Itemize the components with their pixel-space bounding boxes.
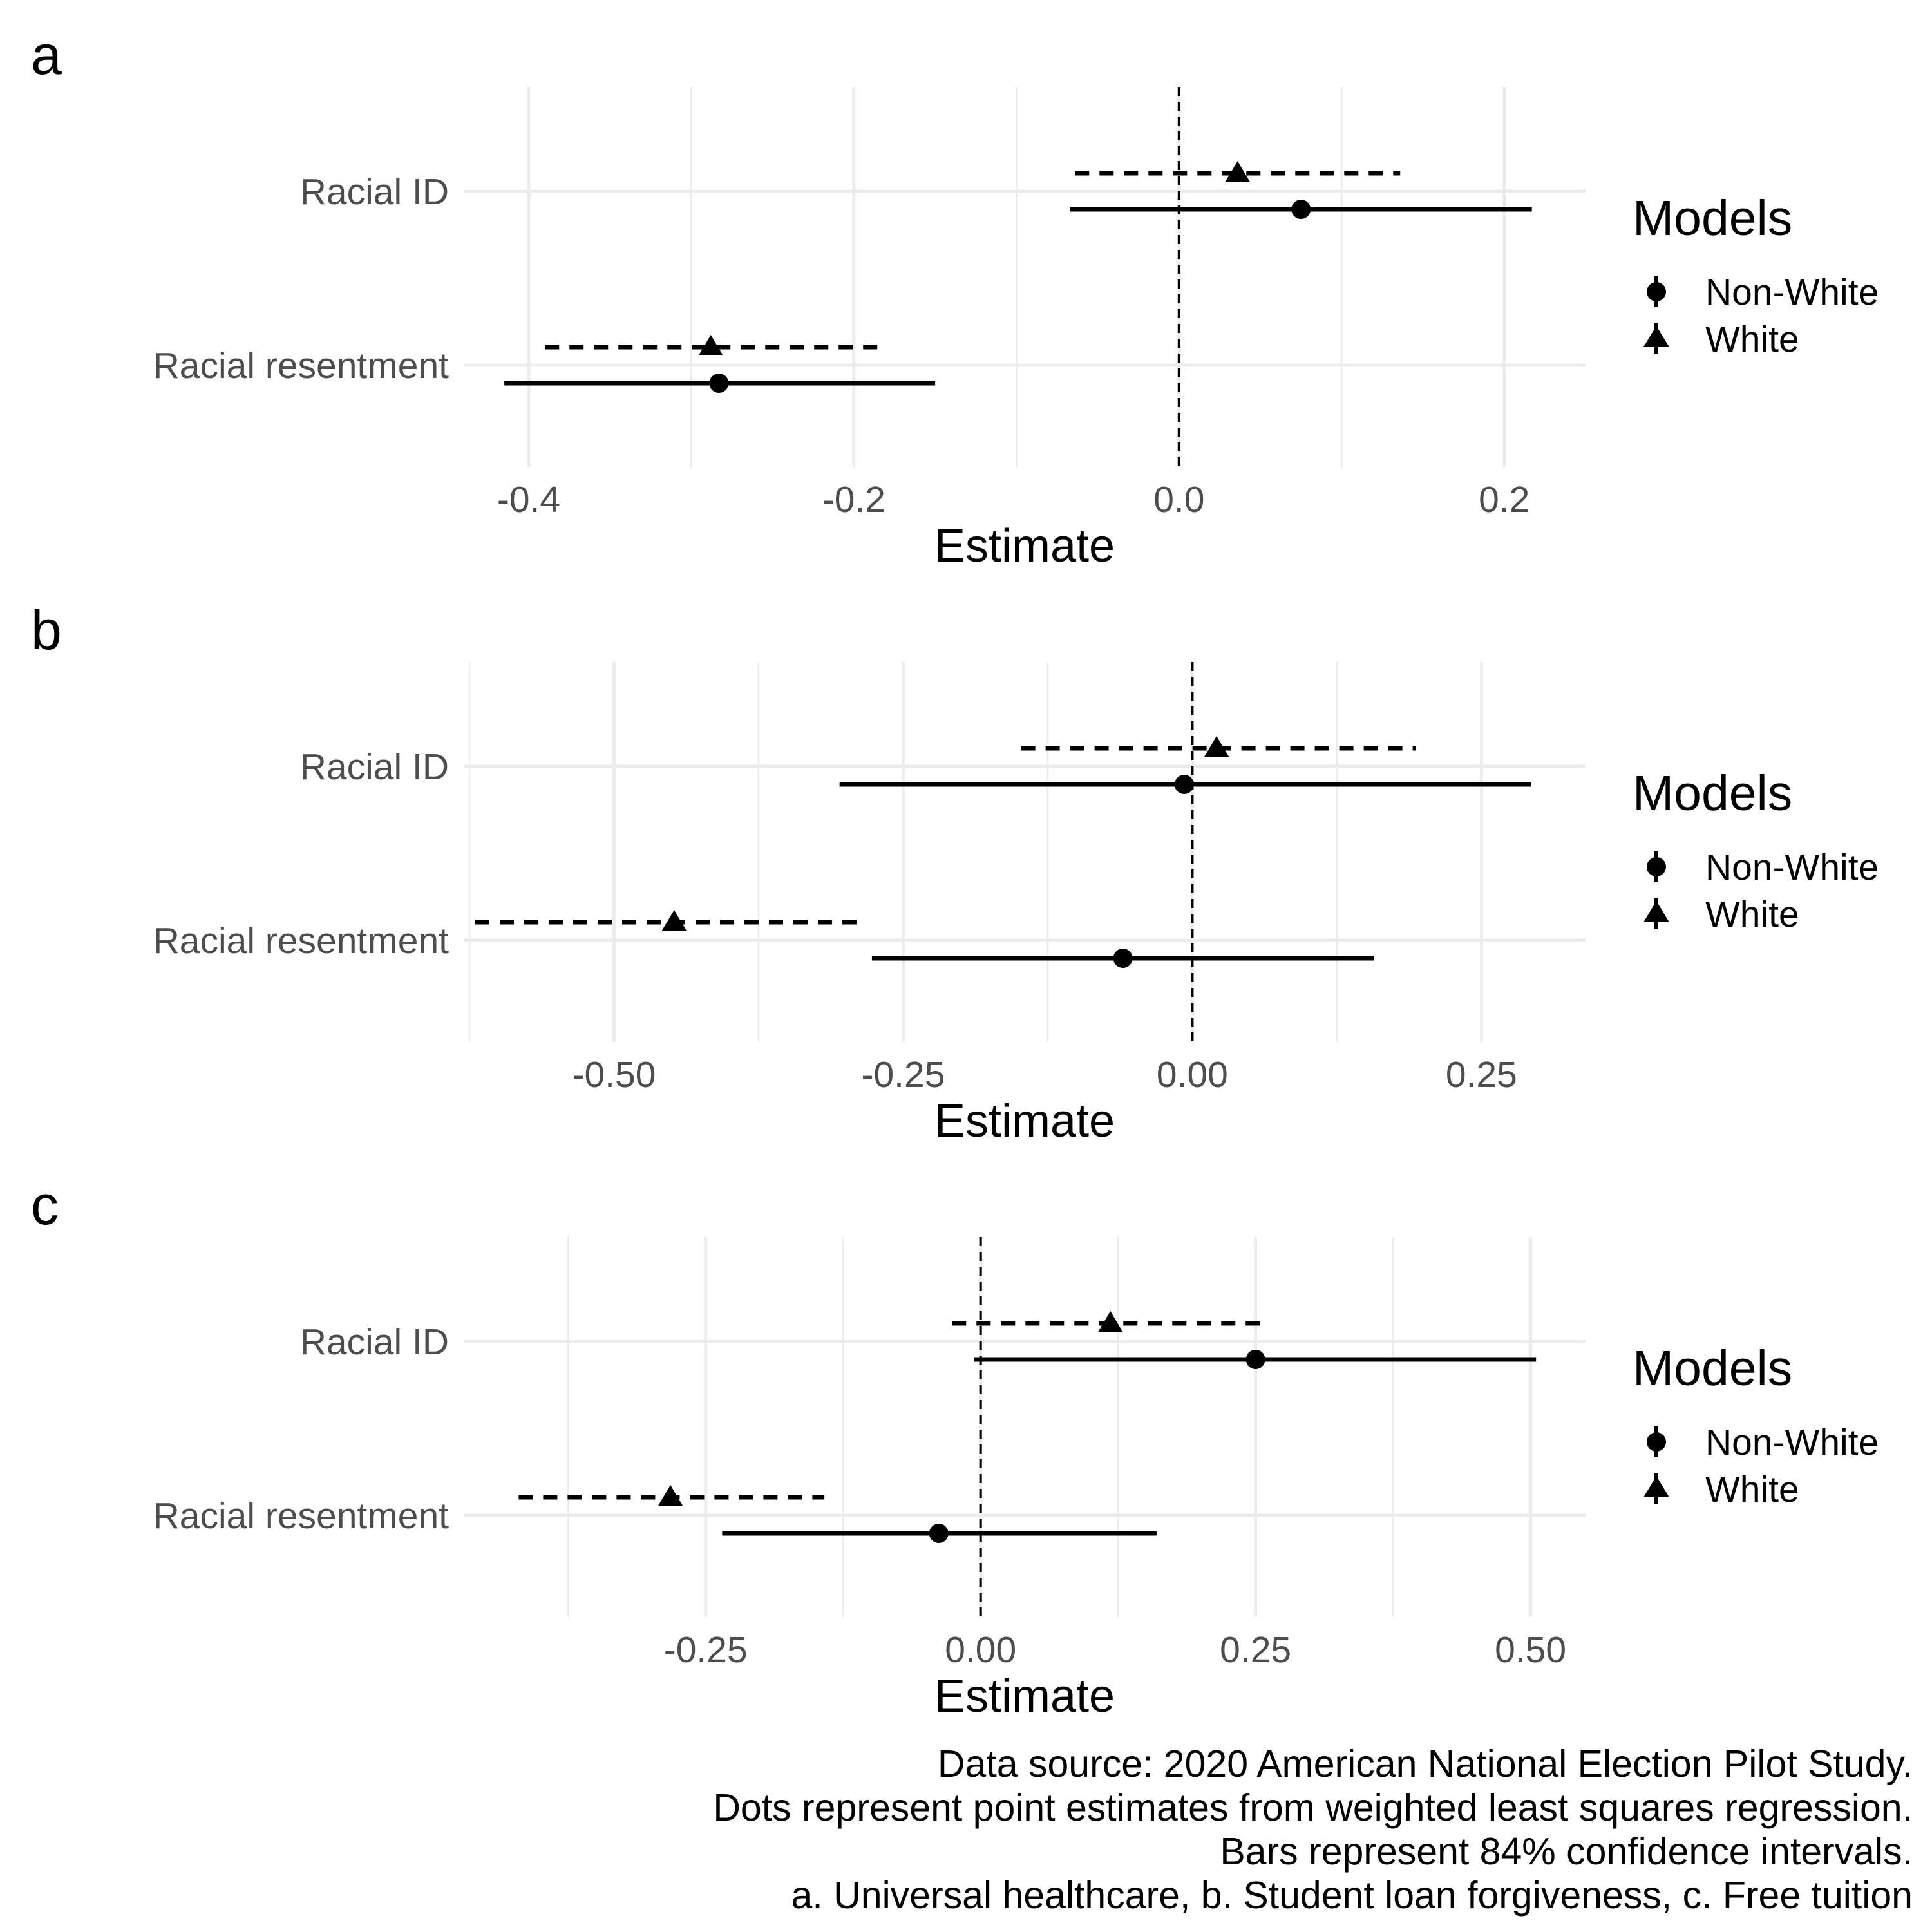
point-estimate-non-white bbox=[1113, 949, 1133, 968]
legend-label-white: White bbox=[1705, 894, 1799, 935]
x-tick-label: 0.00 bbox=[945, 1629, 1016, 1671]
panel-a: a Racial ID Racial resentment -0.4 -0.2 0.0 0.… bbox=[31, 24, 1879, 572]
legend-label-non-white: Non-White bbox=[1705, 847, 1879, 888]
y-tick-label: Racial ID bbox=[300, 746, 449, 788]
x-tick-label: -0.25 bbox=[861, 1054, 945, 1095]
y-tick-label: Racial ID bbox=[300, 1321, 449, 1363]
legend-key-non-white bbox=[1647, 1432, 1666, 1452]
legend-key-non-white bbox=[1647, 857, 1666, 876]
x-axis-title: Estimate bbox=[934, 1095, 1115, 1147]
legend-key-non-white bbox=[1647, 282, 1666, 301]
x-axis-title: Estimate bbox=[934, 520, 1115, 572]
legend-label-white: White bbox=[1705, 319, 1799, 360]
point-estimate-white bbox=[658, 1485, 683, 1506]
x-tick-label: 0.0 bbox=[1153, 479, 1204, 520]
legend-label-non-white: Non-White bbox=[1705, 272, 1879, 313]
legend-label-non-white: Non-White bbox=[1705, 1422, 1879, 1463]
x-tick-label: 0.25 bbox=[1446, 1054, 1517, 1095]
y-tick-label: Racial resentment bbox=[153, 345, 450, 386]
legend-key-white bbox=[1643, 326, 1669, 347]
x-tick-label: -0.2 bbox=[822, 479, 886, 520]
caption: Data source: 2020 American National Elec… bbox=[496, 1742, 1913, 1917]
point-estimate-non-white bbox=[1245, 1350, 1265, 1369]
legend-title: Models bbox=[1633, 1341, 1792, 1396]
x-tick-label: 0.2 bbox=[1479, 479, 1530, 520]
caption-line-source: Data source: 2020 American National Elec… bbox=[937, 1743, 1913, 1785]
x-tick-label: -0.50 bbox=[573, 1054, 656, 1095]
point-estimate-non-white bbox=[929, 1524, 949, 1543]
point-estimate-non-white bbox=[1174, 775, 1194, 794]
point-estimate-white bbox=[1098, 1311, 1123, 1332]
y-tick-label: Racial resentment bbox=[153, 920, 450, 961]
panel-label: a bbox=[31, 24, 62, 86]
y-tick-label: Racial ID bbox=[300, 171, 449, 213]
x-tick-label: 0.00 bbox=[1157, 1054, 1228, 1095]
panel-b: b Racial ID Racial resentment -0.50 -0.25 0.0… bbox=[31, 600, 1879, 1147]
legend-title: Models bbox=[1633, 766, 1792, 821]
point-estimate-white bbox=[661, 910, 687, 931]
point-estimate-non-white bbox=[1291, 200, 1311, 219]
point-estimate-white bbox=[698, 335, 723, 355]
point-estimate-non-white bbox=[709, 374, 729, 393]
x-axis-title: Estimate bbox=[934, 1671, 1115, 1722]
x-tick-label: -0.4 bbox=[497, 479, 560, 520]
x-tick-label: 0.50 bbox=[1495, 1629, 1566, 1671]
point-estimate-white bbox=[1225, 161, 1250, 182]
legend-label-white: White bbox=[1705, 1469, 1799, 1510]
x-tick-label: 0.25 bbox=[1220, 1629, 1291, 1671]
panel-c: c Racial ID Racial resentment -0.25 0.00 0.25… bbox=[31, 1175, 1879, 1722]
point-estimate-white bbox=[1204, 736, 1229, 757]
y-tick-label: Racial resentment bbox=[153, 1495, 450, 1537]
x-tick-label: -0.25 bbox=[664, 1629, 748, 1671]
panel-label: c bbox=[31, 1175, 59, 1236]
panel-label: b bbox=[31, 600, 62, 661]
legend-key-white bbox=[1643, 1476, 1669, 1497]
caption-line-dots: Dots represent point estimates from weig… bbox=[713, 1786, 1913, 1829]
caption-line-bars: Bars represent 84% confidence intervals. bbox=[1220, 1830, 1913, 1873]
legend-title: Models bbox=[1633, 191, 1792, 246]
caption-line-panels: a. Universal healthcare, b. Student loan… bbox=[791, 1874, 1913, 1917]
legend-key-white bbox=[1643, 901, 1669, 922]
